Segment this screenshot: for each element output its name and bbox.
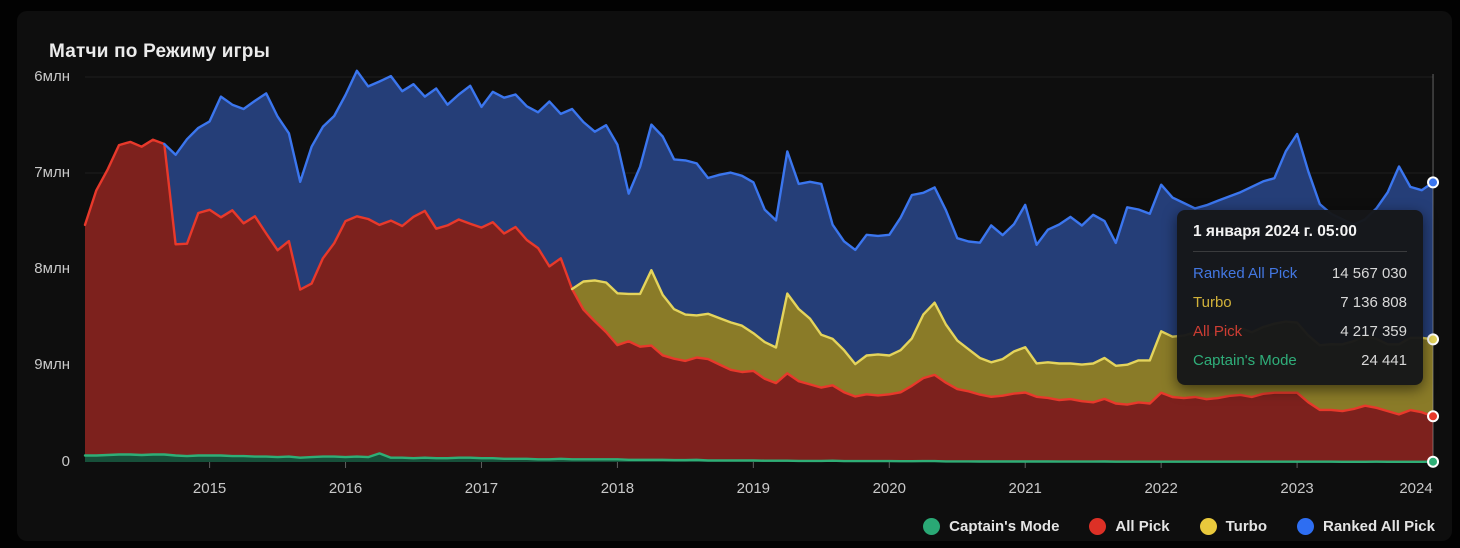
legend-item-label: Ranked All Pick bbox=[1323, 518, 1435, 535]
turbo-color-dot-icon bbox=[1199, 518, 1217, 535]
line-all-pick bbox=[83, 138, 1435, 418]
x-axis-year-label: 2022 bbox=[1144, 480, 1178, 497]
y-axis-tick-label: 7млн bbox=[34, 164, 70, 181]
tooltip-row-captains-mode: Captain's Mode 24 441 bbox=[1193, 346, 1407, 375]
x-axis-year-label: 2024 bbox=[1399, 480, 1433, 497]
tooltip-series-value: 24 441 bbox=[1361, 352, 1407, 369]
tooltip-series-value: 4 217 359 bbox=[1340, 323, 1407, 340]
legend-item-label: All Pick bbox=[1115, 518, 1170, 535]
x-axis-year-label: 2023 bbox=[1280, 480, 1314, 497]
hover-marker-ranked-all-pick bbox=[1427, 176, 1440, 189]
tooltip-series-label: Ranked All Pick bbox=[1193, 265, 1298, 282]
x-axis-year-label: 2017 bbox=[464, 480, 499, 497]
line-captains-mode bbox=[83, 452, 1435, 463]
area-ranked-all-pick bbox=[164, 70, 1433, 366]
chart-title: Матчи по Режиму игры bbox=[49, 41, 271, 62]
x-axis-year-label: 2015 bbox=[192, 480, 227, 497]
y-axis-tick-label: 6млн bbox=[34, 68, 70, 85]
legend-item-captains-mode[interactable]: Captain's Mode bbox=[923, 518, 1059, 535]
y-axis-tick-label: 0 bbox=[61, 453, 70, 470]
legend-item-turbo[interactable]: Turbo bbox=[1199, 518, 1267, 535]
ranked-all-pick-color-dot-icon bbox=[1297, 518, 1314, 535]
area-all-pick bbox=[85, 139, 1433, 462]
legend-item-label: Turbo bbox=[1225, 518, 1267, 535]
tooltip-row-turbo: Turbo 7 136 808 bbox=[1193, 288, 1407, 317]
tooltip-rows: Ranked All Pick 14 567 030 Turbo 7 136 8… bbox=[1193, 252, 1407, 375]
hover-marker-turbo bbox=[1427, 333, 1440, 346]
tooltip-row-ranked-all-pick: Ranked All Pick 14 567 030 bbox=[1193, 259, 1407, 288]
area-captains-mode bbox=[85, 453, 1433, 462]
line-ranked-all-pick bbox=[163, 69, 1435, 252]
captains-mode-color-dot-icon bbox=[923, 518, 941, 535]
hover-marker-all-pick bbox=[1427, 410, 1440, 423]
tooltip-series-label: All Pick bbox=[1193, 323, 1243, 340]
tooltip-series-value: 7 136 808 bbox=[1340, 294, 1407, 311]
tooltip-series-label: Turbo bbox=[1193, 294, 1232, 311]
tooltip-series-label: Captain's Mode bbox=[1193, 352, 1297, 369]
tooltip-date-header: 1 января 2024 г. 05:00 bbox=[1193, 223, 1407, 252]
hover-tooltip: 1 января 2024 г. 05:00 Ranked All Pick 1… bbox=[1177, 210, 1423, 385]
legend-item-ranked-all-pick[interactable]: Ranked All Pick bbox=[1297, 518, 1435, 535]
x-axis-year-label: 2016 bbox=[328, 480, 363, 497]
y-axis-tick-label: 8млн bbox=[34, 260, 70, 277]
all-pick-color-dot-icon bbox=[1089, 518, 1107, 535]
legend-item-all-pick[interactable]: All Pick bbox=[1089, 518, 1170, 535]
hover-marker-captains-mode bbox=[1427, 455, 1440, 468]
legend-item-label: Captain's Mode bbox=[949, 518, 1060, 535]
x-axis-year-label: 2021 bbox=[1008, 480, 1042, 497]
x-axis-year-label: 2019 bbox=[736, 480, 771, 497]
tooltip-row-all-pick: All Pick 4 217 359 bbox=[1193, 317, 1407, 346]
chart-legend: Captain's Mode All Pick Turbo Ranked All… bbox=[923, 518, 1435, 535]
x-axis-year-label: 2020 bbox=[872, 480, 906, 497]
y-axis-tick-label: 9млн bbox=[34, 356, 70, 373]
x-axis-year-label: 2018 bbox=[600, 480, 635, 497]
tooltip-series-value: 14 567 030 bbox=[1331, 265, 1407, 282]
